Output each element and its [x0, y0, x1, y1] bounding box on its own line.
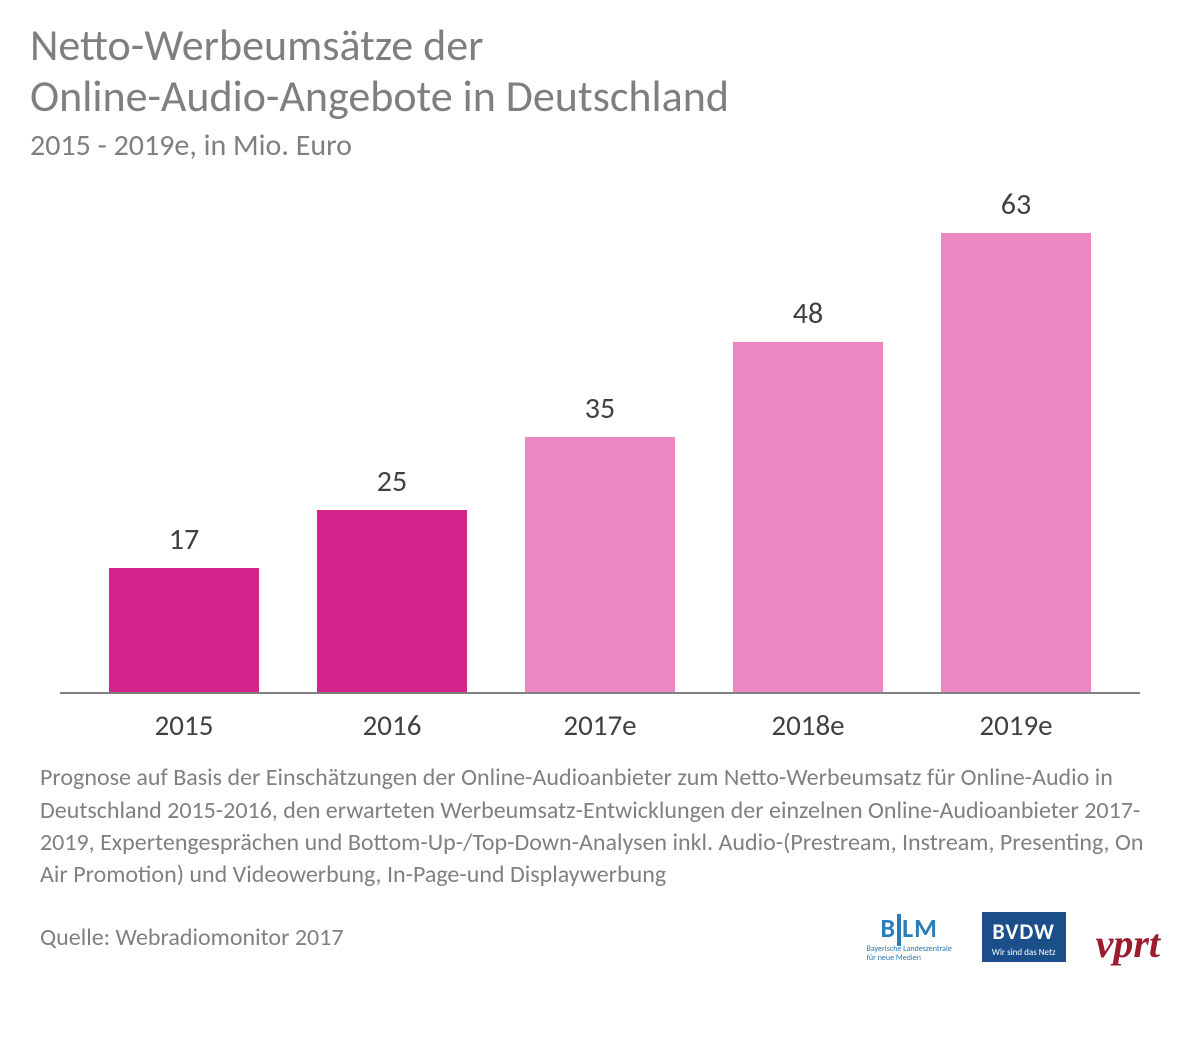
- title-line1: Netto-Werbeumsätze der: [30, 18, 483, 72]
- logo-blm-text: BLM: [881, 912, 938, 944]
- x-axis-label: 2019e: [936, 699, 1096, 744]
- bar-value-label: 35: [585, 390, 615, 427]
- chart-footnote: Prognose auf Basis der Einschätzungen de…: [30, 762, 1170, 892]
- logo-row: BLM Bayerische Landeszentralefür neue Me…: [866, 912, 1160, 963]
- title-line2: Online-Audio-Angebote in Deutschland: [30, 69, 729, 123]
- source-text: Quelle: Webradiomonitor 2017: [40, 923, 344, 952]
- bar: [109, 568, 259, 692]
- logo-bvdw: BVDW Wir sind das Netz: [982, 912, 1066, 962]
- bar-chart: 17 25 35 48 63 2015 2016 2017e 2018e 2019e: [40, 184, 1160, 744]
- bar-wrap: 48: [728, 184, 888, 692]
- bar-value-label: 17: [169, 521, 199, 558]
- bar: [317, 510, 467, 692]
- bar: [941, 233, 1091, 692]
- bars-container: 17 25 35 48 63: [60, 184, 1140, 692]
- bar-wrap: 17: [104, 184, 264, 692]
- x-axis-labels: 2015 2016 2017e 2018e 2019e: [60, 699, 1140, 744]
- logo-vprt: vprt: [1096, 926, 1160, 962]
- x-axis-label: 2015: [104, 699, 264, 744]
- logo-blm-divider: [897, 914, 901, 946]
- logo-blm: BLM Bayerische Landeszentralefür neue Me…: [866, 912, 951, 963]
- bar-wrap: 35: [520, 184, 680, 692]
- bar: [525, 437, 675, 692]
- chart-title: Netto-Werbeumsätze der Online-Audio-Ange…: [30, 20, 1170, 121]
- bar-wrap: 25: [312, 184, 472, 692]
- logo-bvdw-text: BVDW: [992, 918, 1056, 945]
- x-axis-label: 2017e: [520, 699, 680, 744]
- bottom-row: Quelle: Webradiomonitor 2017 BLM Bayeris…: [30, 912, 1170, 963]
- logo-blm-subtitle: Bayerische Landeszentralefür neue Medien: [866, 945, 951, 963]
- logo-bvdw-subtitle: Wir sind das Netz: [992, 947, 1056, 958]
- chart-subtitle: 2015 - 2019e, in Mio. Euro: [30, 127, 1170, 164]
- plot-area: 17 25 35 48 63: [60, 184, 1140, 694]
- bar: [733, 342, 883, 692]
- x-axis-label: 2018e: [728, 699, 888, 744]
- x-axis-label: 2016: [312, 699, 472, 744]
- bar-value-label: 48: [793, 295, 823, 332]
- bar-value-label: 25: [377, 463, 407, 500]
- bar-wrap: 63: [936, 184, 1096, 692]
- bar-value-label: 63: [1001, 186, 1031, 223]
